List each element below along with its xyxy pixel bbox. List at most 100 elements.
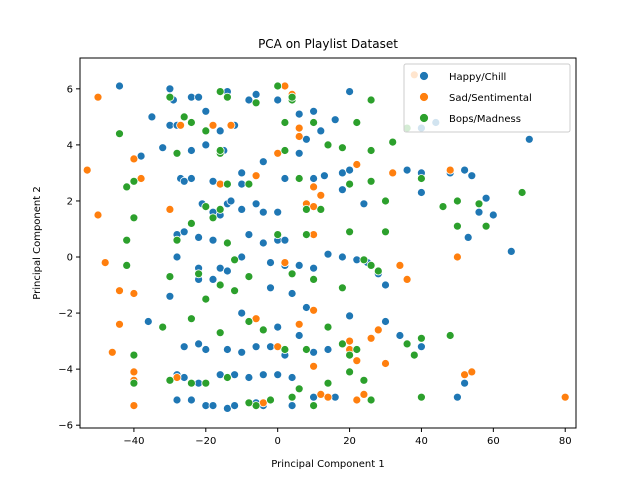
data-point-0-48 (467, 171, 477, 181)
data-point-1-2 (136, 174, 146, 183)
data-point-1-43 (366, 333, 376, 343)
data-point-1-12 (129, 401, 139, 411)
data-point-2-31 (381, 196, 390, 206)
data-point-2-25 (337, 143, 347, 153)
data-point-0-64 (222, 266, 232, 276)
data-point-1-28 (309, 230, 319, 240)
data-point-0-39 (337, 168, 347, 178)
data-point-1-14 (176, 120, 186, 130)
data-point-2-74 (165, 375, 175, 385)
x-tick-label-1: −20 (195, 436, 216, 447)
data-point-1-47 (395, 260, 405, 270)
data-point-2-78 (251, 401, 261, 411)
y-tick-label-2: −2 (58, 309, 73, 320)
data-point-1-15 (208, 120, 218, 130)
data-point-2-12 (222, 92, 232, 102)
data-point-2-75 (186, 378, 196, 388)
data-point-2-29 (345, 179, 355, 189)
data-point-2-19 (244, 179, 254, 189)
data-point-1-24 (309, 182, 319, 192)
data-point-2-68 (402, 339, 412, 349)
legend-frame (403, 63, 571, 133)
data-point-0-1 (165, 84, 175, 94)
data-point-2-86 (359, 375, 369, 385)
data-point-2-94 (517, 188, 527, 197)
data-point-2-50 (244, 272, 254, 282)
data-point-1-33 (309, 305, 319, 315)
data-point-2-7 (179, 112, 189, 122)
y-tick-label-4: 2 (67, 196, 73, 207)
data-point-2-65 (337, 339, 347, 349)
data-point-2-18 (215, 204, 225, 214)
data-point-1-38 (345, 336, 355, 346)
data-point-0-126 (273, 95, 283, 105)
data-point-0-111 (273, 370, 283, 380)
data-point-0-81 (301, 303, 311, 312)
data-point-1-6 (115, 286, 124, 296)
data-point-0-138 (488, 210, 498, 220)
data-point-1-7 (129, 289, 139, 298)
data-point-2-2 (129, 176, 139, 186)
data-point-2-1 (122, 182, 132, 192)
data-point-1-5 (100, 258, 110, 268)
data-point-2-84 (323, 378, 333, 388)
data-point-2-77 (222, 373, 232, 382)
data-point-0-94 (237, 347, 247, 357)
data-point-0-32 (251, 199, 261, 209)
data-point-2-9 (186, 118, 196, 127)
data-point-0-30 (226, 196, 236, 206)
data-point-2-4 (122, 235, 132, 245)
data-point-1-45 (381, 359, 390, 368)
data-point-0-37 (309, 174, 319, 183)
y-tick-label-5: 4 (67, 140, 73, 151)
data-point-0-136 (524, 134, 534, 144)
data-point-0-31 (237, 204, 247, 214)
data-point-2-54 (359, 255, 369, 265)
data-point-0-54 (194, 232, 204, 242)
data-point-0-91 (194, 339, 204, 349)
data-point-0-113 (172, 395, 182, 405)
x-tick-label-2: 0 (274, 436, 280, 447)
plot-frame (79, 57, 577, 429)
data-point-2-35 (301, 204, 311, 214)
data-point-0-50 (474, 207, 484, 217)
data-point-0-69 (309, 263, 319, 273)
y-tick-label-1: −4 (58, 365, 73, 376)
data-point-0-42 (359, 199, 369, 209)
data-point-0-47 (460, 165, 470, 175)
data-point-1-1 (129, 154, 139, 164)
data-point-2-97 (251, 98, 261, 108)
data-point-2-85 (345, 367, 355, 377)
data-point-0-121 (287, 401, 297, 411)
data-point-2-66 (345, 350, 355, 360)
data-point-1-35 (309, 361, 319, 371)
data-point-2-92 (474, 199, 484, 209)
data-point-2-42 (273, 230, 283, 240)
data-point-0-79 (266, 283, 275, 293)
data-point-1-3 (82, 165, 92, 175)
data-point-1-42 (359, 389, 369, 399)
x-tick-label-0: −40 (123, 436, 144, 447)
data-point-2-59 (215, 328, 225, 338)
data-point-2-36 (316, 204, 326, 214)
data-point-0-71 (337, 252, 347, 262)
data-point-0-129 (316, 126, 326, 136)
data-point-2-95 (416, 174, 426, 183)
data-point-2-17 (201, 202, 211, 212)
data-point-1-36 (316, 389, 326, 399)
data-point-1-25 (316, 190, 326, 200)
data-point-2-91 (452, 221, 462, 231)
data-point-2-27 (366, 95, 376, 105)
data-point-2-52 (309, 274, 319, 284)
data-point-0-10 (194, 92, 204, 102)
data-point-2-98 (287, 92, 297, 102)
data-point-2-6 (165, 92, 175, 102)
data-point-0-57 (244, 230, 254, 240)
data-point-0-45 (416, 188, 426, 197)
data-point-0-118 (230, 401, 240, 411)
data-point-0-13 (215, 126, 225, 136)
data-point-1-0 (93, 92, 103, 102)
data-point-0-108 (230, 370, 240, 380)
data-point-1-32 (294, 319, 304, 329)
